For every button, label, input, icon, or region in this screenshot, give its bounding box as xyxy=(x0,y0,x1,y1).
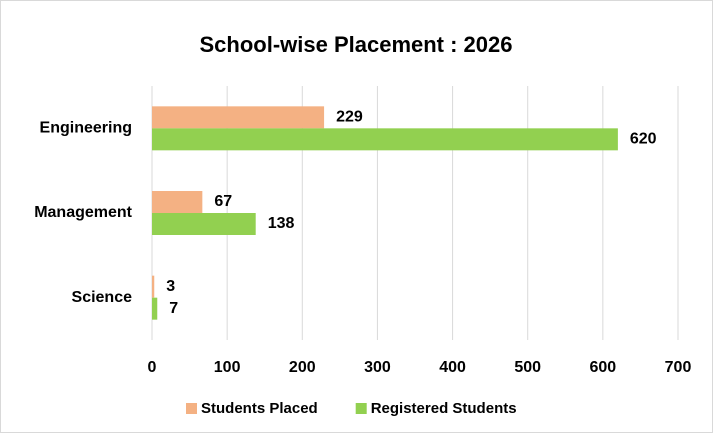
y-tick-label: Science xyxy=(72,289,133,306)
legend-swatch xyxy=(355,403,367,414)
x-tick-label: 100 xyxy=(214,359,241,376)
legend-swatch xyxy=(186,403,197,414)
x-tick-label: 200 xyxy=(289,359,316,376)
bar xyxy=(152,213,256,235)
y-tick-label: Management xyxy=(34,204,132,221)
bar xyxy=(152,128,618,151)
value-label: 620 xyxy=(630,131,657,148)
value-label: 7 xyxy=(169,300,178,317)
bar xyxy=(152,106,325,129)
x-tick-label: 600 xyxy=(590,359,617,376)
bar xyxy=(152,191,203,213)
legend-label: Registered Students xyxy=(371,400,517,417)
legend-label: Students Placed xyxy=(201,400,318,417)
value-label: 3 xyxy=(166,278,175,295)
bar xyxy=(152,275,155,298)
bar xyxy=(152,297,158,320)
value-label: 138 xyxy=(268,215,295,232)
chart-title: School-wise Placement : 2026 xyxy=(199,32,512,57)
x-tick-label: 700 xyxy=(665,359,692,376)
value-label: 67 xyxy=(214,193,232,210)
x-tick-label: 400 xyxy=(439,359,466,376)
x-tick-label: 0 xyxy=(148,359,157,376)
value-label: 229 xyxy=(336,109,363,126)
x-tick-label: 300 xyxy=(364,359,391,376)
x-tick-label: 500 xyxy=(514,359,541,376)
y-tick-label: Engineering xyxy=(40,120,132,137)
